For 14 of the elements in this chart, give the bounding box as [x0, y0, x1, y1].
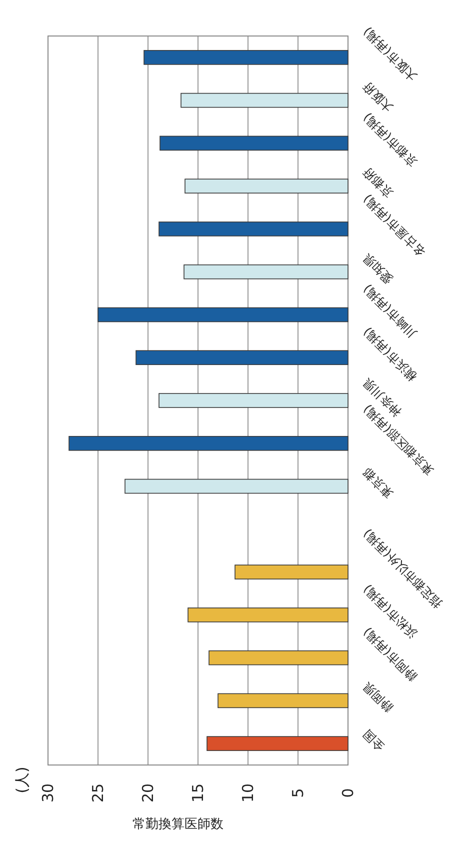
y-tick-label: 静岡県	[360, 680, 396, 715]
x-tick-label: 15	[189, 783, 207, 803]
x-tick-label: 10	[239, 783, 257, 803]
y-tick-label: 京都市(再掲)	[360, 110, 420, 170]
text: (人)	[13, 766, 31, 794]
y-tick-label: 東京都	[360, 465, 396, 501]
x-tick-label: 30	[39, 783, 57, 803]
x-tick-label: 25	[89, 783, 107, 803]
y-tick-label: 大阪市(再掲)	[360, 24, 420, 84]
y-tick-label: 全国	[360, 726, 388, 754]
x-tick-label: 5	[289, 788, 307, 798]
x-tick-label: 0	[339, 788, 357, 798]
x-axis-title: 常勤換算医師数	[132, 817, 224, 832]
x-tick-label: 20	[139, 783, 157, 803]
